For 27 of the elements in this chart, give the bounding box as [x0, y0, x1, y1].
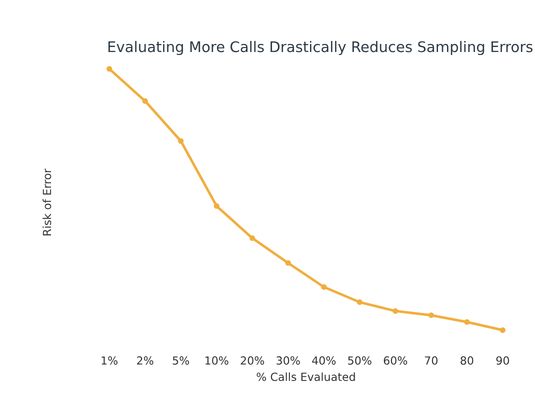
- point: [285, 260, 291, 266]
- point: [356, 299, 362, 305]
- x-tick-label: 20%: [240, 356, 264, 365]
- x-tick-label: 80: [460, 356, 474, 365]
- point: [250, 235, 256, 241]
- point: [142, 98, 148, 104]
- point: [428, 312, 434, 318]
- x-tick-label: 60%: [384, 356, 408, 365]
- y-axis-title: Risk of Error: [42, 168, 52, 236]
- chart-title: Evaluating More Calls Drastically Reduces Sampling Errors: [108, 40, 532, 56]
- point: [392, 308, 398, 314]
- x-tick-label: 1%: [102, 356, 118, 365]
- x-tick-label: 10%: [205, 356, 228, 365]
- x-tick-label: 50%: [348, 356, 372, 365]
- point: [106, 66, 112, 72]
- x-tick-label: 90: [496, 356, 510, 365]
- x-axis-title: % Calls Evaluated: [256, 372, 355, 382]
- point: [464, 319, 470, 325]
- point: [178, 138, 184, 144]
- x-tick-label: 70: [425, 356, 438, 365]
- x-tick-label: 5%: [172, 356, 190, 365]
- x-tick-label: 2%: [137, 356, 154, 365]
- point: [500, 327, 506, 333]
- x-tick-label: 30%: [276, 356, 300, 365]
- point: [214, 203, 220, 209]
- point: [321, 284, 327, 290]
- x-tick-label: 40%: [312, 356, 336, 365]
